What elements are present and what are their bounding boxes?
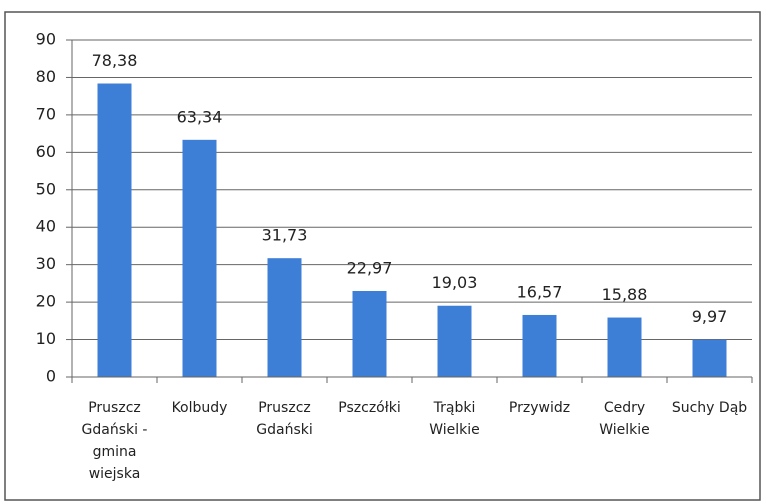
- y-tick-label: 60: [36, 142, 56, 161]
- bar: [607, 317, 642, 377]
- bar: [522, 314, 557, 377]
- data-label: 16,57: [517, 282, 563, 301]
- y-tick-label: 30: [36, 254, 56, 273]
- x-tick-label: Suchy Dąb: [672, 400, 747, 416]
- x-tick-label: Kolbudy: [172, 400, 228, 416]
- x-tick-label: Pruszcz Gdański: [256, 400, 312, 438]
- y-tick-label: 0: [46, 367, 56, 386]
- chart-frame: [4, 11, 761, 501]
- data-label: 22,97: [347, 258, 393, 277]
- bar: [97, 83, 132, 378]
- data-label: 9,97: [692, 307, 728, 326]
- data-label: 31,73: [262, 226, 308, 245]
- y-tick-label: 20: [36, 292, 56, 311]
- y-tick-label: 80: [36, 67, 56, 86]
- y-tick-label: 50: [36, 179, 56, 198]
- bar: [352, 290, 387, 377]
- x-tick-label: Cedry Wielkie: [599, 400, 650, 438]
- data-label: 78,38: [92, 51, 138, 70]
- x-tick-label: Pruszcz Gdański -gmina wiejska: [82, 400, 148, 482]
- bar: [692, 339, 727, 377]
- bar: [437, 305, 472, 377]
- bar: [182, 139, 217, 377]
- y-tick-label: 70: [36, 104, 56, 123]
- x-tick-label: Przywidz: [509, 400, 570, 416]
- bar: [267, 258, 302, 377]
- data-label: 19,03: [432, 273, 478, 292]
- y-tick-label: 10: [36, 329, 56, 348]
- y-tick-label: 90: [36, 30, 56, 49]
- x-tick-label: Pszczółki: [338, 400, 400, 416]
- data-label: 63,34: [177, 107, 223, 126]
- y-tick-label: 40: [36, 217, 56, 236]
- x-tick-label: Trąbki Wielkie: [429, 400, 480, 438]
- data-label: 15,88: [602, 285, 648, 304]
